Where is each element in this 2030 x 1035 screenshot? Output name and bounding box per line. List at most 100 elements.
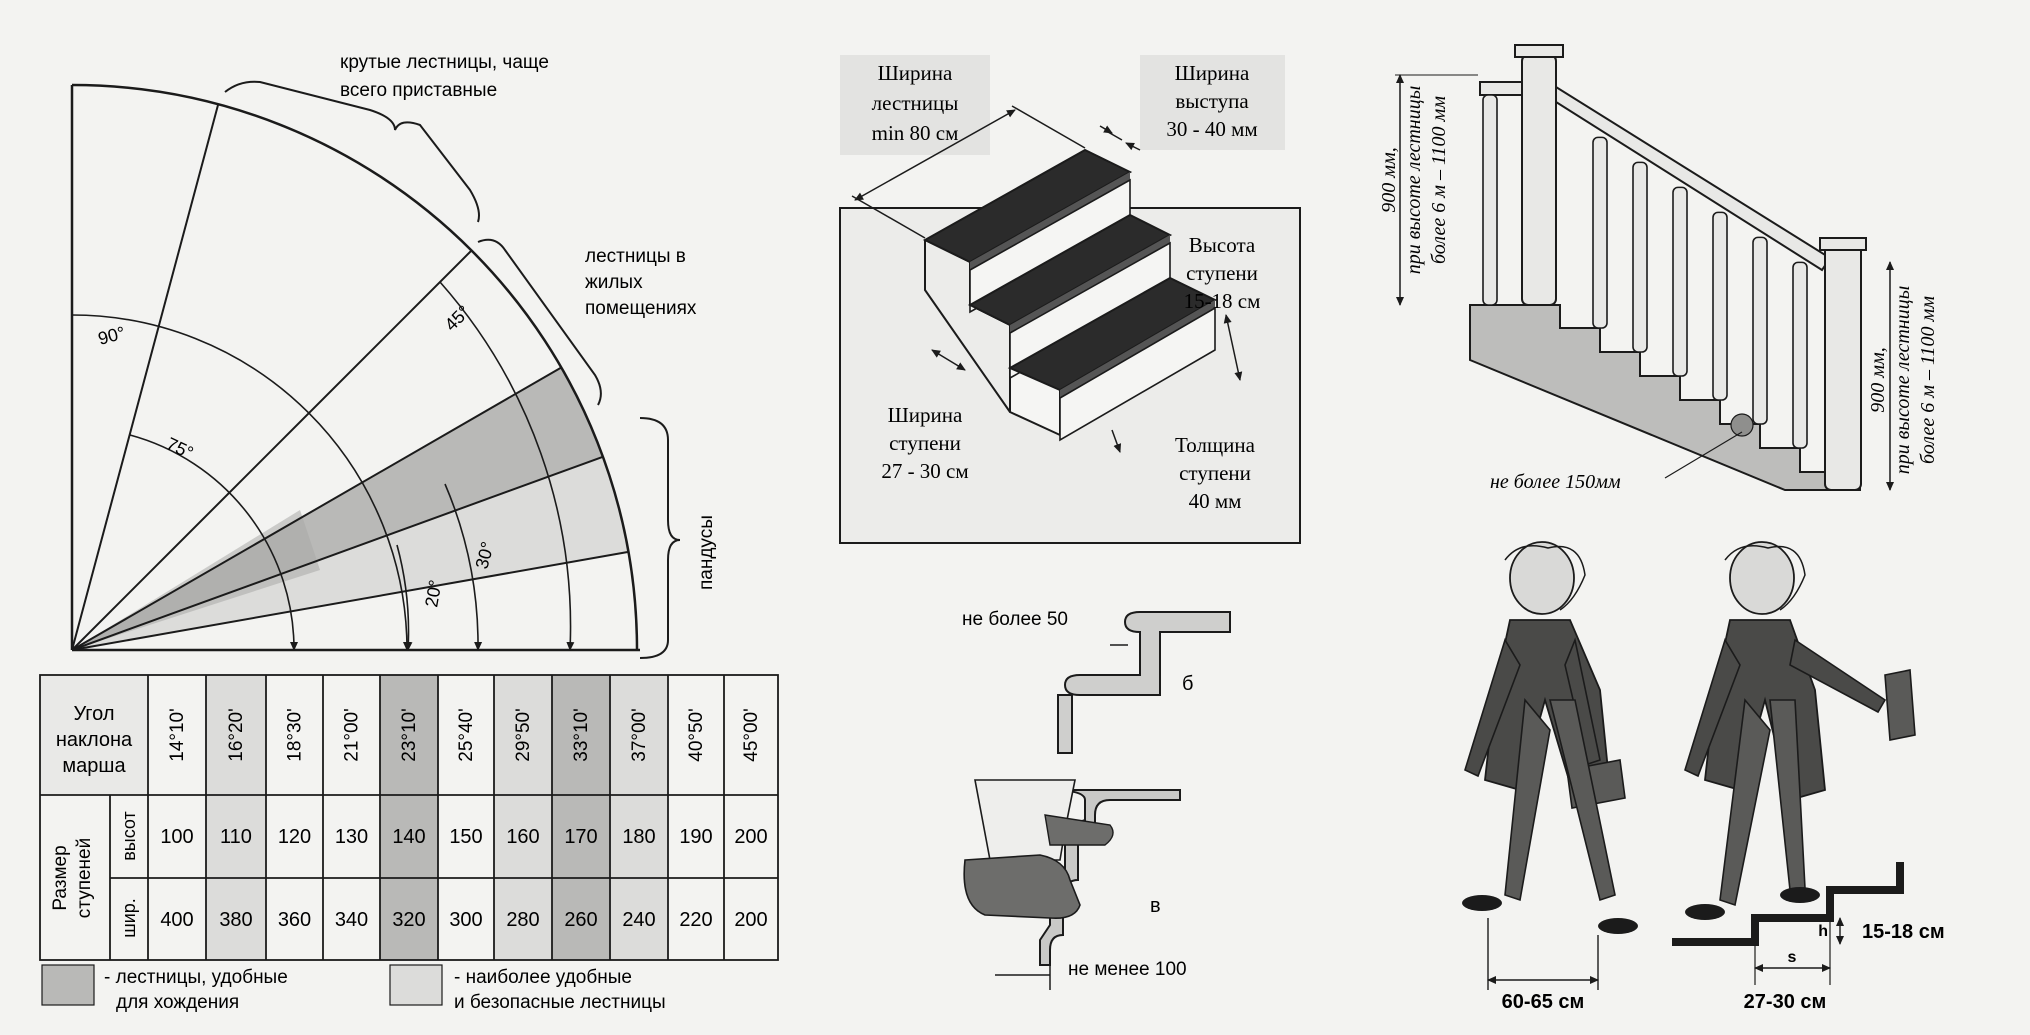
- walking-figure-flat: 60-65 см: [1462, 541, 1638, 1013]
- table-header-shade: [40, 675, 148, 795]
- baluster: [1632, 161, 1648, 353]
- baluster: [1792, 261, 1808, 449]
- step-h-label: h: [1818, 923, 1828, 940]
- angle-table: Угол наклона марша Размер ступеней высот…: [39, 674, 779, 961]
- label-residential-l1: лестницы в: [585, 246, 686, 267]
- height-cell: 180: [622, 826, 655, 848]
- tread-width-l1: Ширина: [888, 403, 963, 427]
- stair-3d-diagram: Ширина лестницы min 80 см Ширина выступа…: [839, 55, 1301, 544]
- width-cell: 360: [278, 909, 311, 931]
- label-angle-45: 45°: [441, 301, 474, 334]
- angle-cell: 14°10': [167, 708, 188, 762]
- label-v: в: [1150, 895, 1161, 917]
- nosing-l3: 30 - 40 мм: [1166, 117, 1257, 141]
- baluster: [1752, 236, 1768, 425]
- arc-30: [444, 483, 483, 651]
- width-cell: 280: [506, 909, 539, 931]
- width-cell: 200: [734, 909, 767, 931]
- arc-90: [71, 314, 411, 651]
- angle-cell: 23°10': [399, 708, 420, 762]
- width-cell: 300: [449, 909, 482, 931]
- ray-20: [71, 455, 604, 651]
- bracket-residential: [477, 238, 602, 406]
- col-shade-6: [494, 675, 552, 960]
- nosing-detail-b: не более 50 б: [962, 609, 1231, 754]
- newel-post-top: [1521, 54, 1557, 306]
- railing-right-l2: при высоте лестницы: [1892, 286, 1914, 475]
- arc-45: [439, 281, 575, 651]
- height-cell: 150: [449, 826, 482, 848]
- angle-cell: 40°50': [686, 708, 707, 762]
- size-label-l1: Размер: [50, 845, 71, 910]
- baluster: [1482, 94, 1498, 306]
- label-steep-l1: крутые лестницы, чаще: [340, 52, 549, 73]
- railing-right-l1: 900 мм,: [1867, 347, 1889, 413]
- ray-30: [71, 366, 562, 651]
- label-max-50: не более 50: [962, 609, 1068, 630]
- height-cell: 170: [564, 826, 597, 848]
- angle-cell: 33°10': [571, 708, 592, 762]
- riser-height-l3: 15-18 см: [1184, 289, 1261, 313]
- ray-45: [71, 249, 473, 651]
- col-shade-1: [206, 675, 266, 960]
- height-cell: 110: [220, 826, 252, 848]
- angle-fan-diagram: крутые лестницы, чаще всего приставные л…: [70, 52, 717, 659]
- stair-width-l2: лестницы: [872, 91, 959, 115]
- height-cell: 130: [335, 826, 368, 848]
- ray-10: [71, 550, 629, 651]
- label-residential-l2: жилых: [585, 272, 643, 293]
- legend-comfortable-l2: для хождения: [116, 992, 239, 1013]
- railing-diagram: 900 мм, при высоте лестницы более 6 м – …: [1378, 44, 1939, 493]
- width-cell: 380: [219, 909, 252, 931]
- label-b: б: [1182, 673, 1193, 695]
- railing-left-l2: при высоте лестницы: [1403, 86, 1425, 275]
- angle-cell: 37°00': [629, 708, 650, 762]
- height-cell: 190: [679, 826, 712, 848]
- row-label-high: высот: [119, 811, 139, 861]
- width-cell: 320: [392, 909, 425, 931]
- label-steep-l2: всего приставные: [340, 80, 497, 101]
- angle-cell: 21°00': [342, 708, 363, 762]
- height-cell: 120: [278, 826, 311, 848]
- thickness-l3: 40 мм: [1189, 489, 1242, 513]
- stair-width-l1: Ширина: [878, 61, 953, 85]
- row-label-wide: шир.: [119, 898, 139, 938]
- stride-label: 60-65 см: [1502, 991, 1585, 1013]
- nosing-detail-v: в не менее 100: [963, 779, 1187, 990]
- legend-safe-l2: и безопасные лестницы: [454, 992, 666, 1013]
- label-residential-l3: помещениях: [585, 298, 697, 319]
- baluster: [1672, 186, 1688, 377]
- riser-height-l2: ступени: [1186, 261, 1258, 285]
- table-header-l1: Угол: [73, 703, 114, 725]
- step-profile: [1672, 862, 1904, 946]
- nosing-l1: Ширина: [1175, 61, 1250, 85]
- width-cell: 260: [564, 909, 597, 931]
- width-cell: 220: [679, 909, 712, 931]
- label-angle-75: 75°: [163, 433, 196, 463]
- nosing-l2: выступа: [1175, 89, 1249, 113]
- baluster: [1712, 211, 1728, 401]
- bracket-ramps: [639, 417, 681, 659]
- width-cell: 240: [622, 909, 655, 931]
- label-angle-90: 90°: [96, 322, 127, 348]
- table-header-l2: наклона: [56, 729, 133, 751]
- angle-cell: 29°50': [513, 708, 534, 762]
- col-shade-8: [610, 675, 668, 960]
- legend-swatch-safe: [389, 964, 443, 1006]
- railing-gap-label: не более 150мм: [1490, 471, 1621, 493]
- height-cell: 160: [506, 826, 539, 848]
- run-label: 27-30 см: [1744, 991, 1827, 1013]
- tread-width-l2: ступени: [889, 431, 961, 455]
- height-cell: 100: [160, 826, 193, 848]
- stair-width-l3: min 80 см: [872, 121, 959, 145]
- legend-comfortable-l1: - лестницы, удобные: [104, 967, 288, 988]
- baluster: [1592, 136, 1608, 329]
- col-shade-4: [380, 675, 438, 960]
- table-cells: 14°10' 100 400 16°20' 110 380 18°30' 120 360 21°0…: [160, 708, 767, 931]
- angle-cell: 16°20': [226, 708, 247, 762]
- angle-cell: 25°40': [456, 708, 477, 762]
- col-shade-7: [552, 675, 610, 960]
- label-min-100: не менее 100: [1068, 959, 1187, 980]
- step-s-label: s: [1788, 949, 1797, 966]
